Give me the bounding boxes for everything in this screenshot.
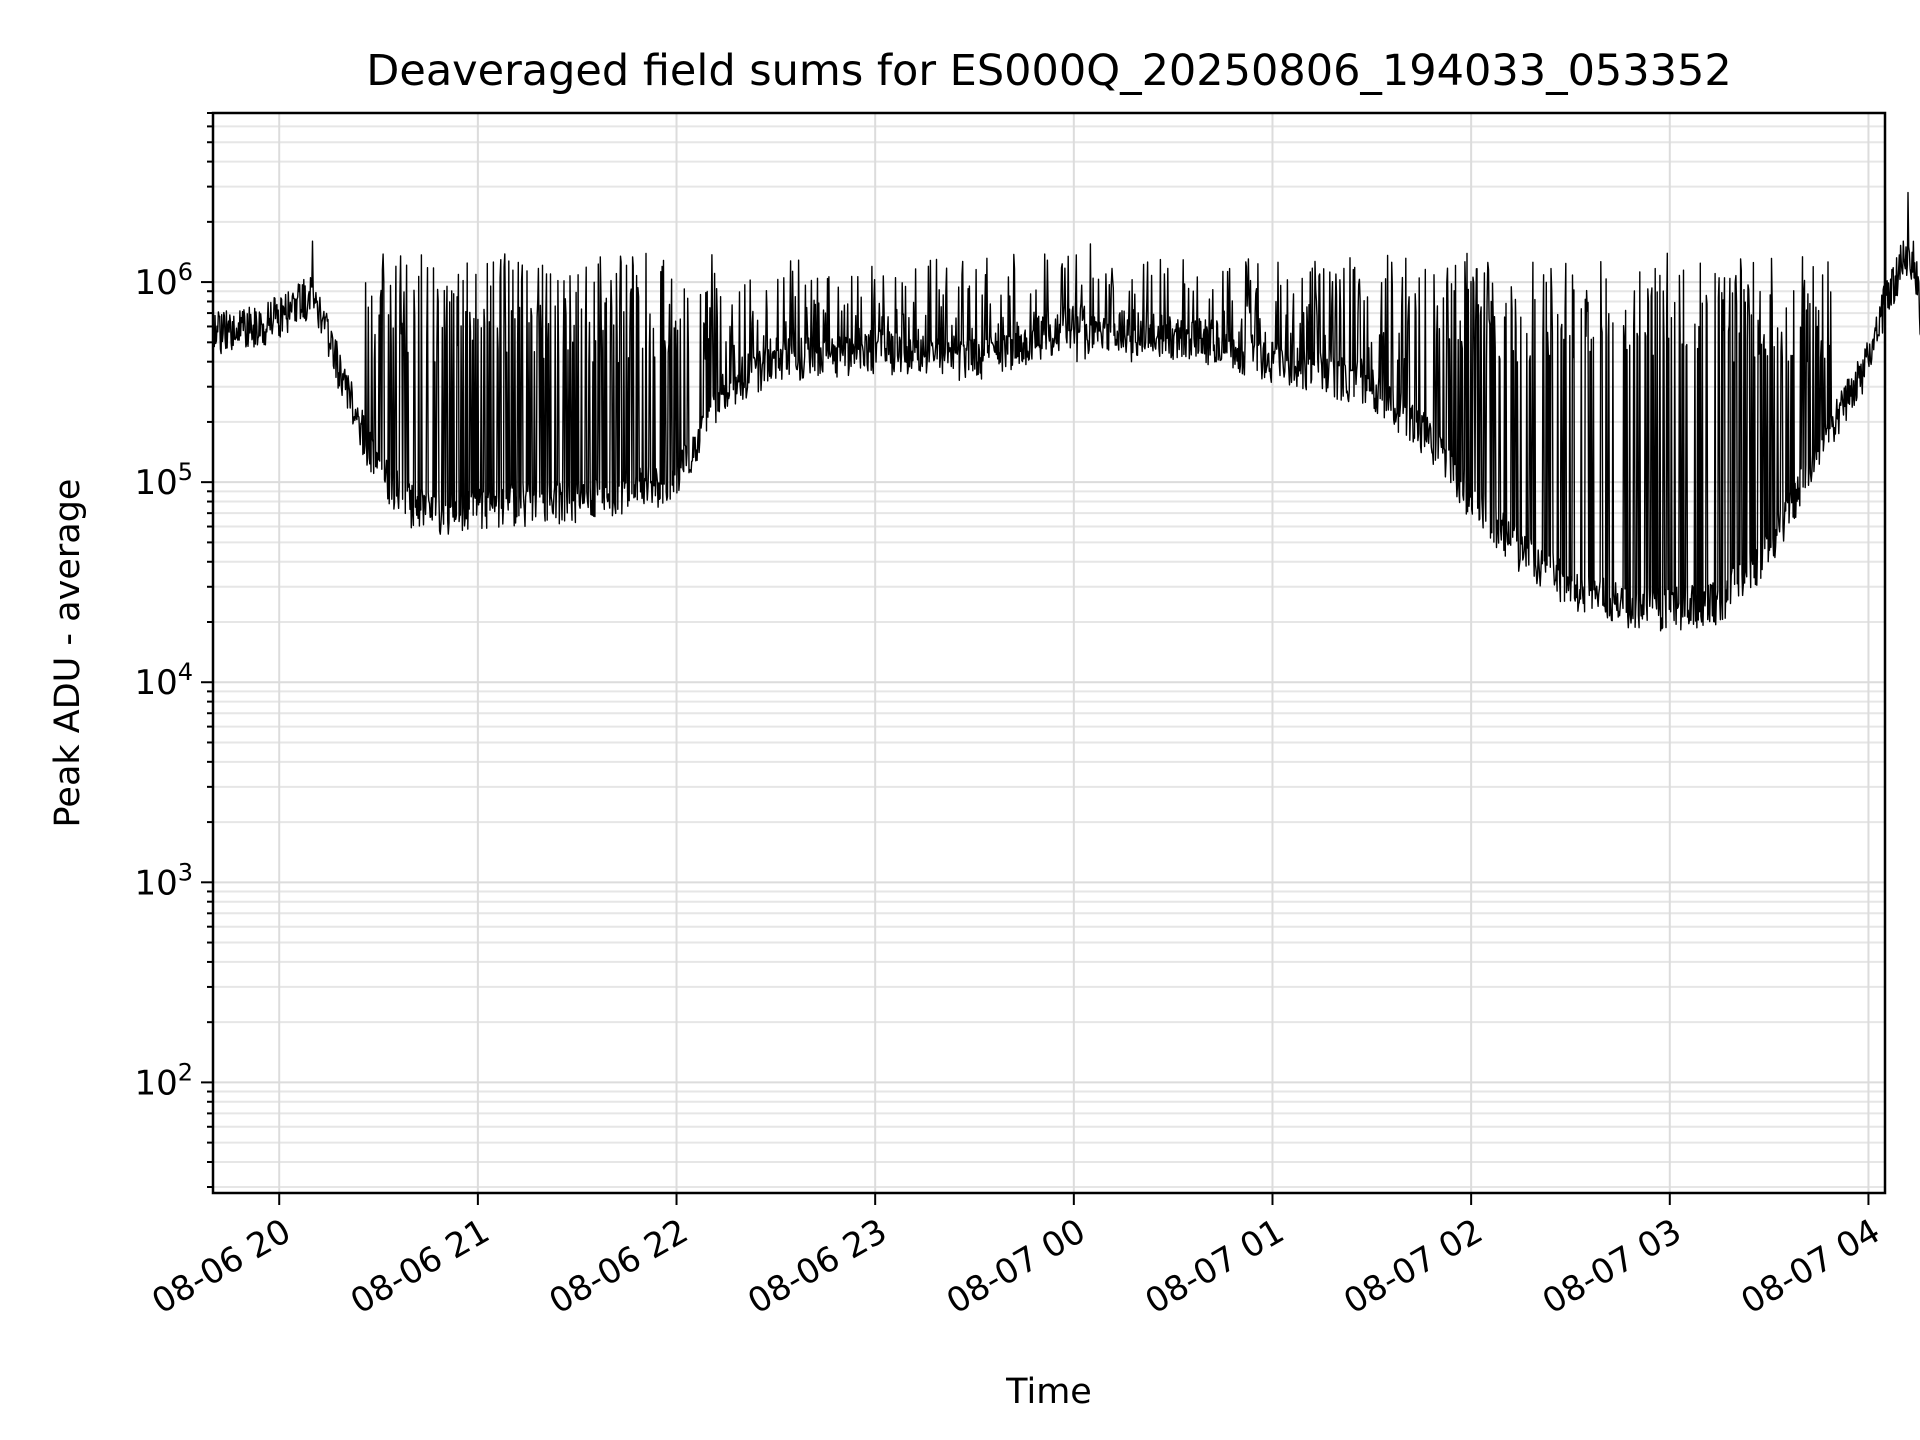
x-tick-label: 08-06 22: [543, 1211, 695, 1322]
x-tick-label: 08-07 00: [940, 1211, 1092, 1322]
x-tick-label: 08-07 01: [1139, 1211, 1291, 1322]
x-tick-label: 08-07 02: [1337, 1211, 1489, 1322]
y-tick-label: 102: [134, 1058, 193, 1103]
x-tick-label: 08-07 03: [1536, 1211, 1688, 1322]
y-tick-label: 104: [134, 658, 193, 703]
grid: [213, 112, 1885, 1193]
y-tick-label: 103: [134, 858, 193, 903]
data-layer: [212, 160, 1920, 632]
x-tick-label: 08-06 20: [145, 1211, 297, 1322]
y-tick-label: 106: [134, 258, 193, 303]
x-tick-label: 08-06 21: [344, 1211, 496, 1322]
axes: 102 103 104 105 106 08-06 20 08-06 21 08-06 22 0…: [134, 112, 1887, 1322]
x-tick-label: 08-07 04: [1735, 1211, 1887, 1322]
x-axis-title: Time: [1005, 1372, 1092, 1412]
y-axis-title: Peak ADU - average: [48, 479, 88, 828]
series-line: [212, 160, 1920, 632]
plot-frame: [211, 111, 1887, 1195]
y-tick-label: 105: [134, 458, 193, 503]
chart-title: Deaveraged field sums for ES000Q_2025080…: [366, 46, 1731, 96]
x-tick-label: 08-06 23: [741, 1211, 893, 1322]
